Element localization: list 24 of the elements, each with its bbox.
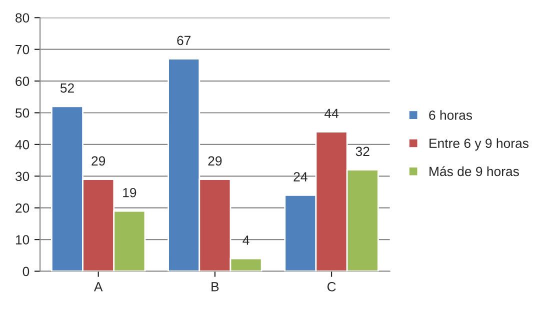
y-tick-label: 50: [15, 108, 30, 118]
y-tick-label: 40: [15, 140, 30, 150]
x-tick-label: B: [212, 282, 219, 292]
data-label: 67: [177, 36, 191, 46]
x-tick-label: A: [94, 282, 103, 292]
x-tick-label: C: [327, 282, 336, 292]
y-tick-label: 30: [15, 172, 30, 182]
y-tick-label: 60: [16, 76, 30, 86]
legend-label: Más de 9 horas: [430, 166, 519, 176]
y-tick-label: 70: [16, 44, 30, 54]
data-label: 29: [208, 156, 222, 166]
data-label: 24: [294, 172, 308, 182]
legend-label: 6 horas: [429, 110, 472, 120]
legend-label: Entre 6 y 9 horas: [430, 138, 528, 151]
data-label: 32: [356, 146, 370, 156]
y-tick-label: 10: [16, 235, 30, 244]
data-label: 4: [242, 236, 250, 245]
y-tick-label: 80: [16, 13, 30, 23]
data-label: 44: [324, 108, 338, 118]
data-label: 19: [123, 188, 136, 198]
y-tick-label: 0: [22, 266, 30, 276]
data-label: 29: [92, 156, 106, 166]
data-label: 52: [60, 83, 74, 93]
y-tick-label: 20: [16, 203, 30, 213]
